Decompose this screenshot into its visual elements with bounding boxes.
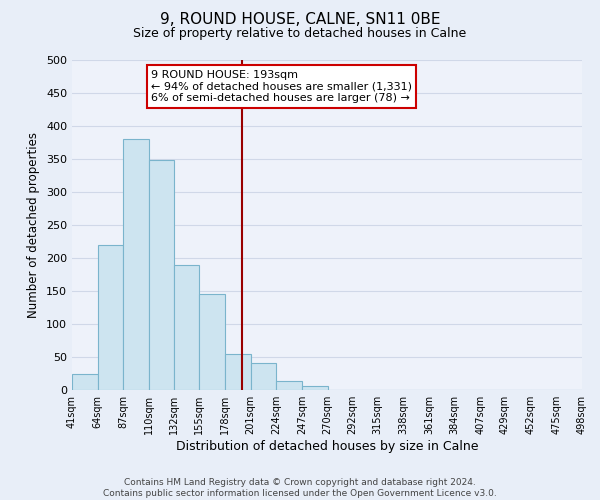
Text: Contains HM Land Registry data © Crown copyright and database right 2024.
Contai: Contains HM Land Registry data © Crown c… (103, 478, 497, 498)
Bar (225, 354, 251, 390)
Bar (149, 160, 173, 390)
Bar (251, 363, 276, 390)
Text: Size of property relative to detached houses in Calne: Size of property relative to detached ho… (133, 28, 467, 40)
Bar (72, 374, 98, 390)
Bar (302, 386, 328, 390)
Bar (173, 264, 199, 390)
Bar (276, 382, 302, 390)
Y-axis label: Number of detached properties: Number of detached properties (28, 132, 40, 318)
Bar (124, 139, 149, 390)
X-axis label: Distribution of detached houses by size in Calne: Distribution of detached houses by size … (176, 440, 478, 453)
Bar (199, 294, 225, 390)
Text: 9 ROUND HOUSE: 193sqm
← 94% of detached houses are smaller (1,331)
6% of semi-de: 9 ROUND HOUSE: 193sqm ← 94% of detached … (151, 70, 412, 103)
Text: 9, ROUND HOUSE, CALNE, SN11 0BE: 9, ROUND HOUSE, CALNE, SN11 0BE (160, 12, 440, 28)
Bar (98, 245, 124, 390)
